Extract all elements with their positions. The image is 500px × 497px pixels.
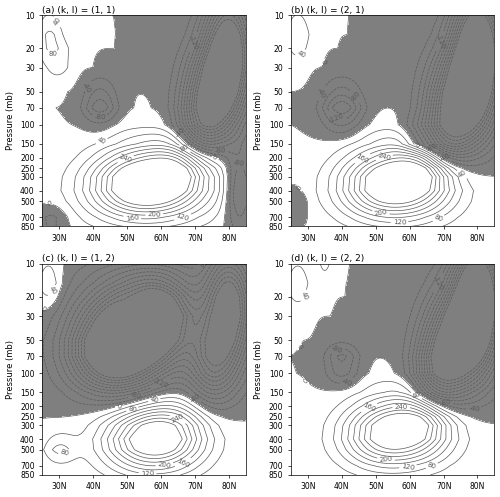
Text: 200: 200 bbox=[379, 456, 393, 463]
Text: 40: 40 bbox=[96, 137, 107, 146]
Text: 200: 200 bbox=[158, 461, 172, 469]
Text: 0: 0 bbox=[296, 184, 303, 191]
Text: 40: 40 bbox=[48, 285, 58, 296]
Text: -80: -80 bbox=[330, 345, 343, 355]
Text: -40: -40 bbox=[174, 127, 186, 139]
Text: 80: 80 bbox=[48, 51, 57, 57]
Text: (a) (k, l) = (1, 1): (a) (k, l) = (1, 1) bbox=[42, 5, 116, 14]
Text: 40: 40 bbox=[52, 16, 62, 27]
Text: -80: -80 bbox=[233, 159, 245, 167]
Text: -40: -40 bbox=[439, 153, 452, 164]
Text: 80: 80 bbox=[127, 405, 138, 413]
Text: 80: 80 bbox=[59, 449, 70, 457]
Y-axis label: Pressure (mb): Pressure (mb) bbox=[6, 340, 15, 399]
Y-axis label: Pressure (mb): Pressure (mb) bbox=[6, 91, 15, 150]
Text: 120: 120 bbox=[392, 219, 406, 226]
Text: -80: -80 bbox=[130, 391, 142, 400]
Text: -80: -80 bbox=[214, 148, 226, 155]
Text: -40: -40 bbox=[340, 377, 353, 387]
Text: 240: 240 bbox=[377, 153, 392, 162]
Text: 200: 200 bbox=[374, 209, 388, 217]
Text: 120: 120 bbox=[176, 212, 190, 222]
Text: (b) (k, l) = (2, 1): (b) (k, l) = (2, 1) bbox=[291, 5, 364, 14]
Text: 160: 160 bbox=[125, 214, 140, 222]
Text: -80: -80 bbox=[194, 258, 206, 269]
Text: 0: 0 bbox=[42, 306, 47, 313]
Text: 200: 200 bbox=[148, 211, 161, 218]
Text: -120: -120 bbox=[328, 113, 345, 124]
Text: -80: -80 bbox=[425, 143, 438, 153]
Text: -80: -80 bbox=[350, 89, 362, 102]
Text: (d) (k, l) = (2, 2): (d) (k, l) = (2, 2) bbox=[291, 254, 364, 263]
Text: 0: 0 bbox=[302, 377, 310, 385]
Text: -40: -40 bbox=[316, 87, 327, 100]
Text: -80: -80 bbox=[439, 398, 452, 407]
Text: 40: 40 bbox=[457, 169, 468, 179]
Text: -120: -120 bbox=[434, 33, 446, 50]
Text: 40: 40 bbox=[300, 291, 310, 301]
Text: -120: -120 bbox=[432, 275, 445, 292]
Y-axis label: Pressure (mb): Pressure (mb) bbox=[254, 340, 263, 399]
Text: 40: 40 bbox=[150, 396, 160, 404]
Text: -80: -80 bbox=[94, 114, 106, 121]
Text: 0: 0 bbox=[296, 343, 303, 350]
Text: 40: 40 bbox=[296, 50, 306, 59]
Text: 240: 240 bbox=[170, 413, 186, 424]
Text: 0: 0 bbox=[116, 403, 121, 410]
Text: 40: 40 bbox=[411, 391, 422, 400]
Text: 80: 80 bbox=[433, 214, 444, 223]
Text: -40: -40 bbox=[81, 82, 92, 94]
Text: 80: 80 bbox=[180, 144, 190, 153]
Text: 120: 120 bbox=[401, 463, 415, 471]
Text: 0: 0 bbox=[415, 142, 422, 149]
Text: -40: -40 bbox=[188, 392, 202, 404]
Text: -120: -120 bbox=[152, 378, 170, 389]
Text: 160: 160 bbox=[362, 402, 376, 413]
Text: 160: 160 bbox=[355, 152, 370, 164]
Text: -40: -40 bbox=[468, 405, 480, 413]
Text: 160: 160 bbox=[176, 457, 190, 469]
Text: -120: -120 bbox=[188, 34, 199, 51]
Text: 0: 0 bbox=[46, 200, 52, 207]
Text: 80: 80 bbox=[426, 461, 437, 470]
Text: 240: 240 bbox=[118, 154, 132, 164]
Text: 0: 0 bbox=[320, 59, 327, 66]
Text: 0: 0 bbox=[212, 154, 218, 161]
Text: 240: 240 bbox=[394, 404, 408, 410]
Y-axis label: Pressure (mb): Pressure (mb) bbox=[254, 91, 263, 150]
Text: (c) (k, l) = (1, 2): (c) (k, l) = (1, 2) bbox=[42, 254, 115, 263]
Text: 120: 120 bbox=[140, 470, 154, 477]
